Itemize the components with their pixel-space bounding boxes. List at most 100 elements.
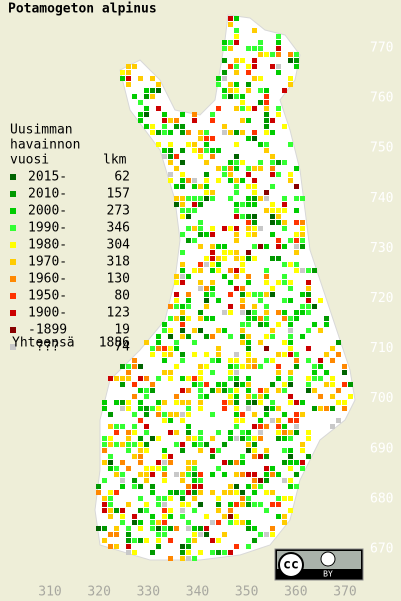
record-square	[240, 106, 245, 111]
record-square	[180, 472, 185, 477]
record-square	[174, 280, 179, 285]
record-square	[156, 334, 161, 339]
record-square	[276, 106, 281, 111]
record-square	[294, 400, 299, 405]
legend-label: 1950-	[28, 289, 67, 304]
record-square	[336, 400, 341, 405]
record-square	[234, 376, 239, 381]
record-square	[204, 316, 209, 321]
record-square	[114, 466, 119, 471]
record-square	[162, 322, 167, 327]
record-square	[276, 364, 281, 369]
legend-count: 62	[114, 170, 130, 185]
record-square	[252, 316, 257, 321]
record-square	[270, 130, 275, 135]
record-square	[180, 376, 185, 381]
record-square	[276, 352, 281, 357]
record-square	[162, 472, 167, 477]
record-square	[276, 208, 281, 213]
record-square	[204, 304, 209, 309]
record-square	[222, 250, 227, 255]
record-square	[306, 286, 311, 291]
record-square	[240, 364, 245, 369]
record-square	[258, 226, 263, 231]
record-square	[312, 364, 317, 369]
record-square	[198, 490, 203, 495]
record-square	[324, 382, 329, 387]
record-square	[204, 172, 209, 177]
record-square	[306, 280, 311, 285]
record-square	[228, 508, 233, 513]
record-square	[246, 82, 251, 87]
record-square	[288, 76, 293, 81]
record-square	[282, 244, 287, 249]
record-square	[210, 268, 215, 273]
record-square	[228, 550, 233, 555]
record-square	[240, 310, 245, 315]
record-square	[294, 412, 299, 417]
record-square	[240, 298, 245, 303]
record-square	[162, 370, 167, 375]
record-square	[144, 376, 149, 381]
record-square	[252, 64, 257, 69]
record-square	[222, 172, 227, 177]
record-square	[204, 292, 209, 297]
record-square	[252, 58, 257, 63]
record-square	[282, 226, 287, 231]
record-square	[138, 484, 143, 489]
record-square	[162, 496, 167, 501]
record-square	[282, 340, 287, 345]
record-square	[162, 466, 167, 471]
record-square	[252, 364, 257, 369]
record-square	[264, 412, 269, 417]
record-square	[180, 514, 185, 519]
record-square	[252, 412, 257, 417]
record-square	[198, 400, 203, 405]
record-square	[234, 232, 239, 237]
record-square	[294, 196, 299, 201]
record-square	[120, 514, 125, 519]
record-square	[108, 508, 113, 513]
record-square	[192, 436, 197, 441]
record-square	[228, 178, 233, 183]
record-square	[216, 496, 221, 501]
record-square	[204, 232, 209, 237]
record-square	[210, 538, 215, 543]
record-square	[234, 190, 239, 195]
x-tick-label: 370	[333, 585, 356, 600]
record-square	[120, 478, 125, 483]
record-square	[294, 184, 299, 189]
record-square	[156, 376, 161, 381]
record-square	[192, 178, 197, 183]
record-square	[132, 64, 137, 69]
record-square	[186, 466, 191, 471]
record-square	[246, 472, 251, 477]
record-square	[240, 286, 245, 291]
title: Potamogeton alpinus	[8, 2, 157, 17]
legend-label: 2015-	[28, 170, 67, 185]
record-square	[180, 214, 185, 219]
record-square	[204, 262, 209, 267]
record-square	[186, 550, 191, 555]
record-square	[288, 370, 293, 375]
record-square	[108, 466, 113, 471]
record-square	[216, 520, 221, 525]
record-square	[150, 436, 155, 441]
record-square	[150, 526, 155, 531]
record-square	[282, 220, 287, 225]
record-square	[216, 352, 221, 357]
record-square	[210, 112, 215, 117]
record-square	[276, 220, 281, 225]
record-square	[252, 190, 257, 195]
record-square	[144, 466, 149, 471]
record-square	[240, 436, 245, 441]
record-square	[144, 124, 149, 129]
record-square	[198, 484, 203, 489]
record-square	[132, 484, 137, 489]
record-square	[258, 52, 263, 57]
record-square	[138, 436, 143, 441]
record-square	[228, 460, 233, 465]
record-square	[300, 232, 305, 237]
record-square	[234, 238, 239, 243]
record-square	[246, 448, 251, 453]
